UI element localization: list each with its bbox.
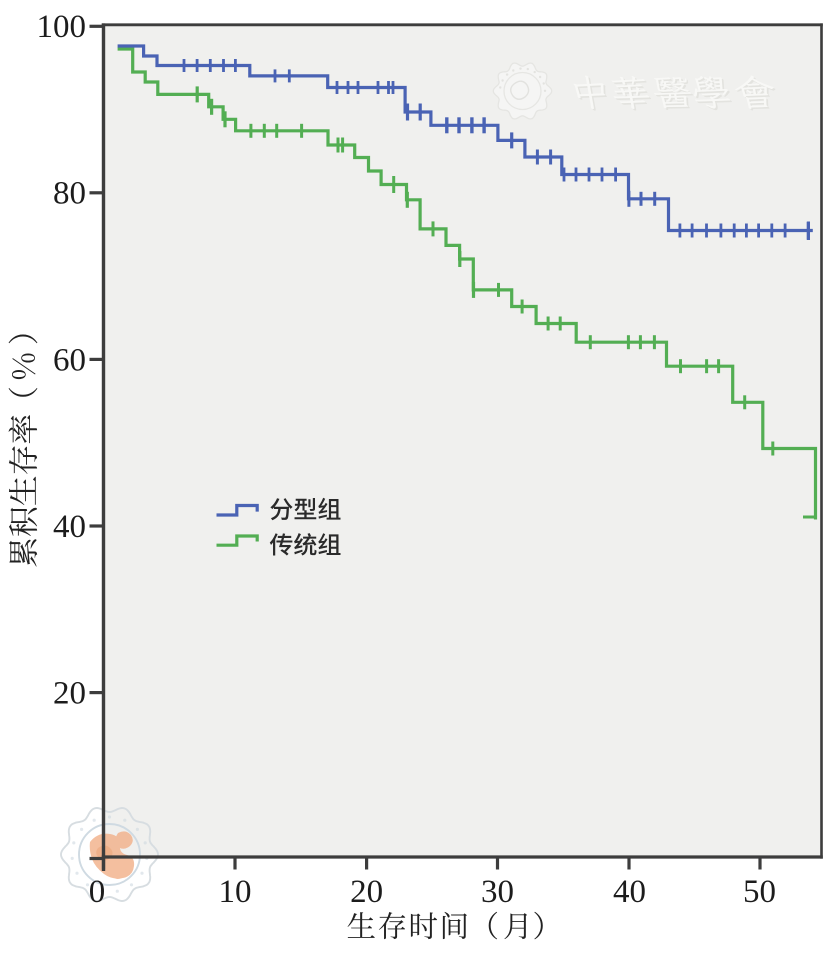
svg-text:20: 20 xyxy=(350,874,383,910)
svg-text:50: 50 xyxy=(743,874,776,910)
svg-text:20: 20 xyxy=(53,676,86,712)
svg-text:10: 10 xyxy=(219,874,252,910)
svg-text:60: 60 xyxy=(53,342,86,378)
svg-text:30: 30 xyxy=(481,874,514,910)
svg-text:0: 0 xyxy=(89,874,106,910)
svg-text:80: 80 xyxy=(53,176,86,212)
svg-text:40: 40 xyxy=(53,509,86,545)
svg-text:40: 40 xyxy=(613,874,646,910)
svg-text:100: 100 xyxy=(37,9,87,45)
